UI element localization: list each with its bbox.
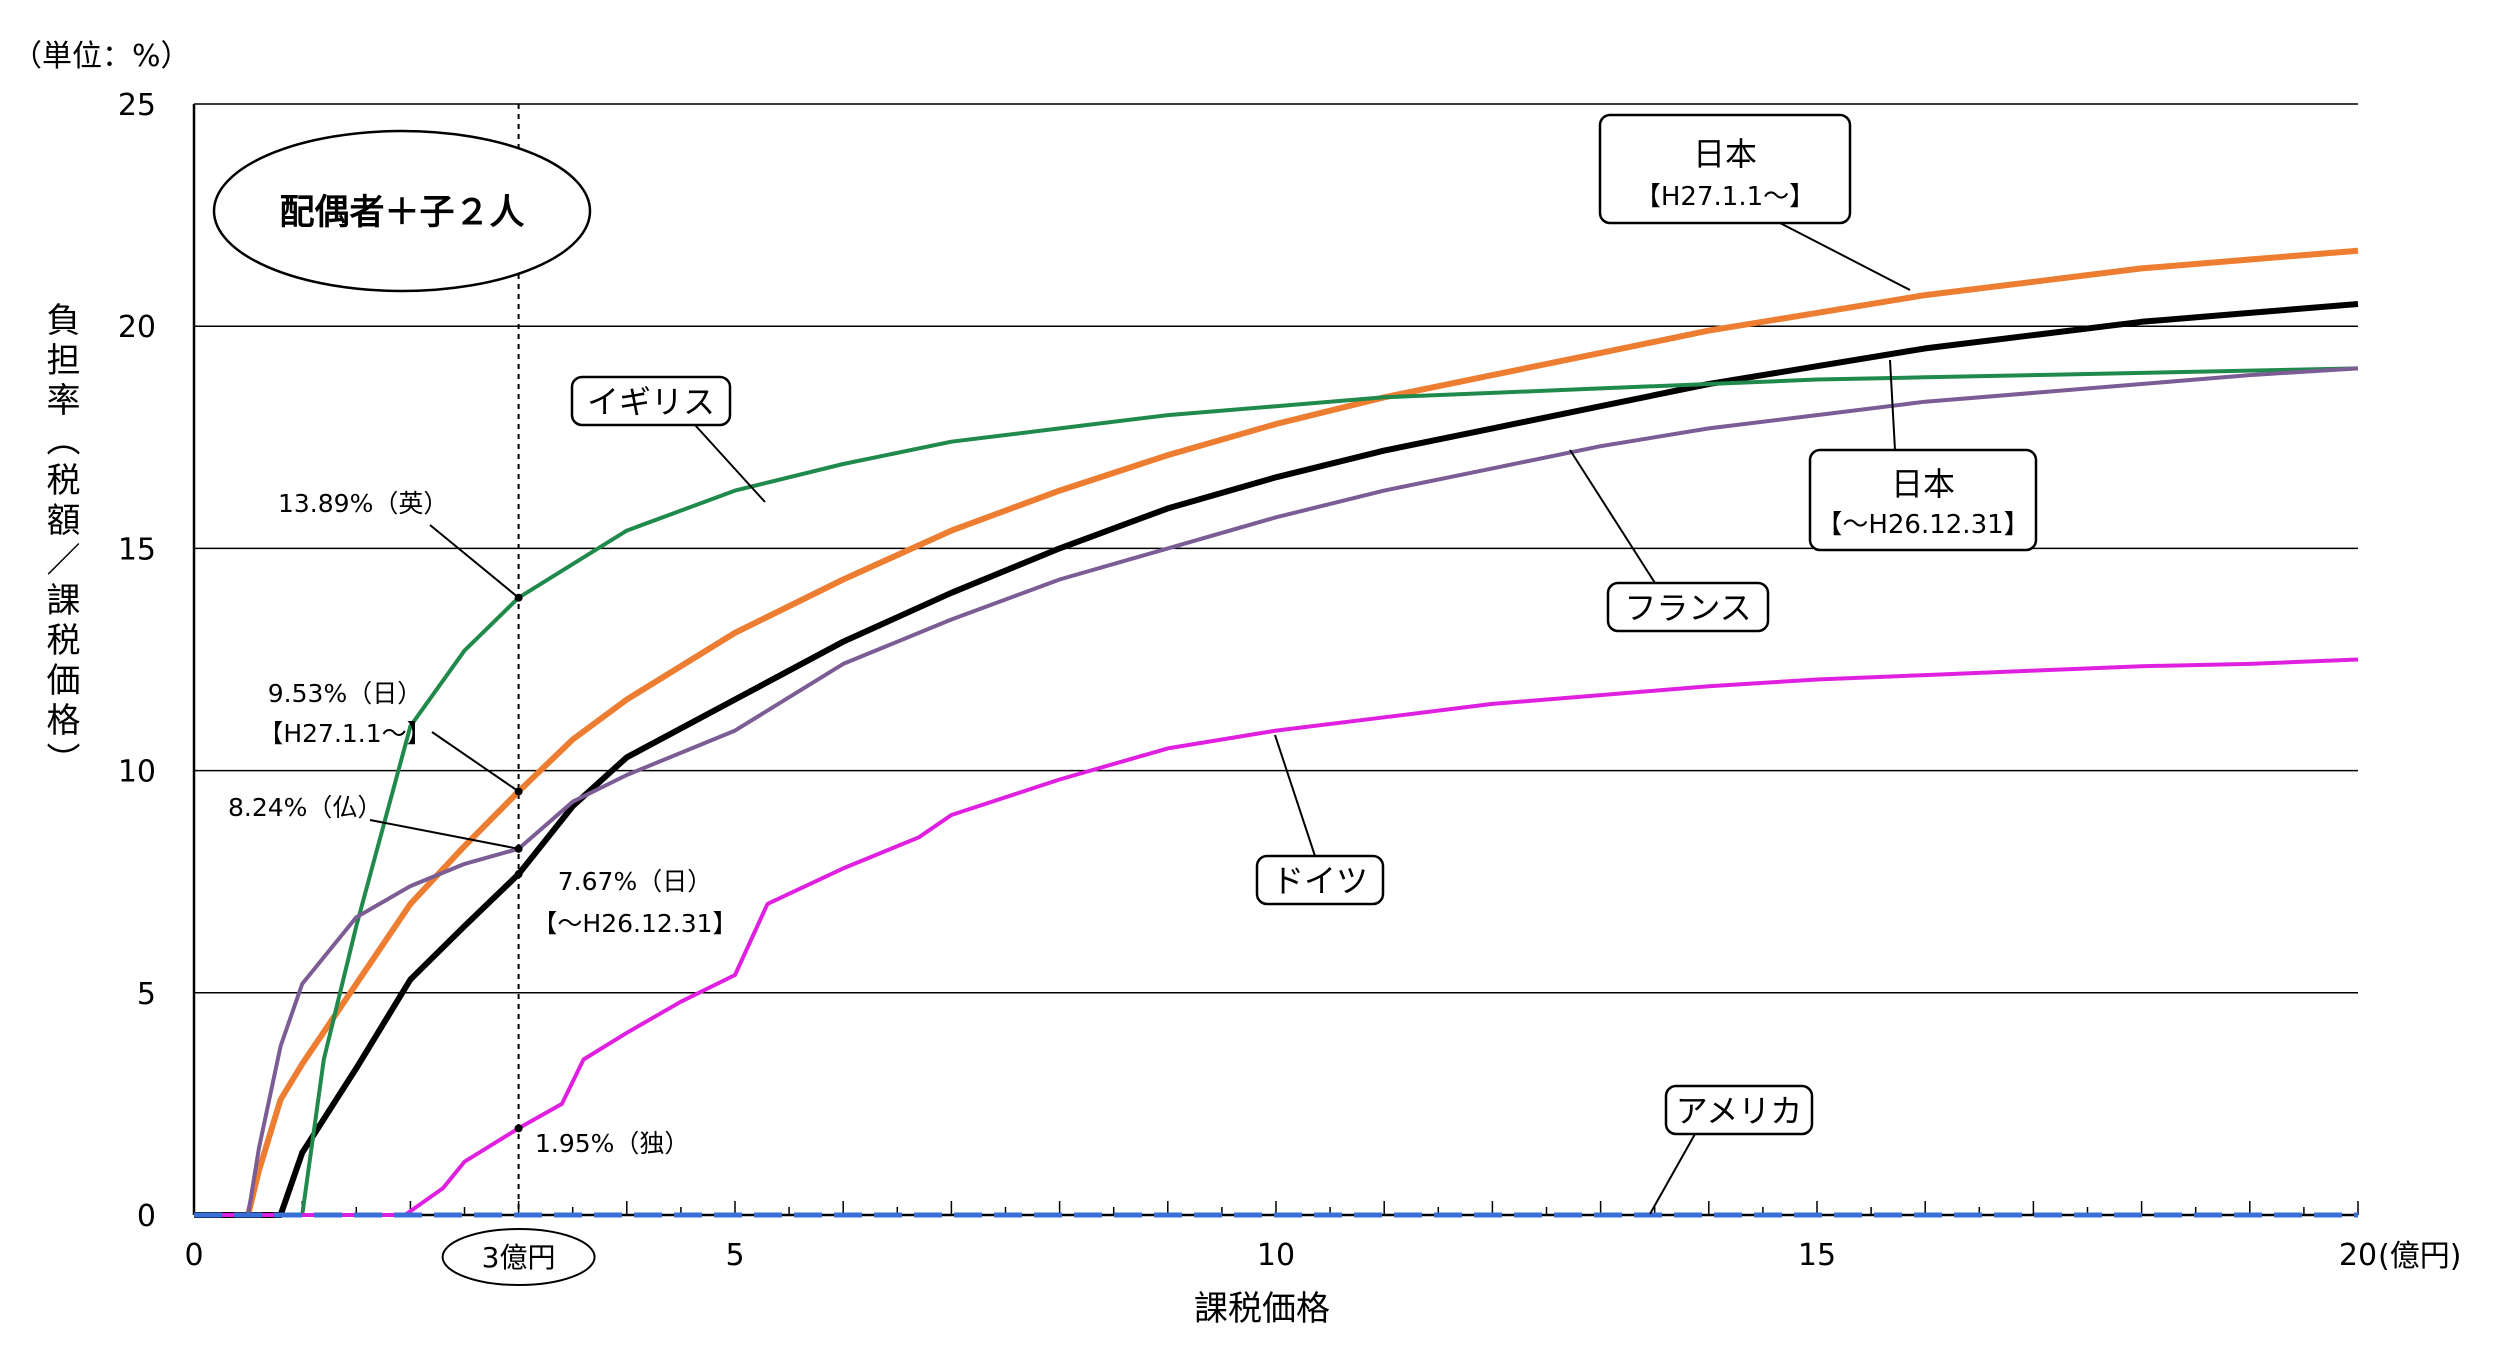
x-tick-label: 10 [1257,1238,1295,1273]
series-line-de [194,657,2359,1217]
leader-line-jp-new [1779,222,1911,291]
annotation-text: 1.95%（独） [535,1129,689,1158]
label-text: 【H27.1.1～】 [1635,182,1815,212]
leader-line-fr [1569,449,1656,584]
y-tick-label: 10 [118,755,156,790]
x-tick-label: 0 [184,1238,203,1273]
series-labels: 日本【H27.1.1～】日本【～H26.12.31】イギリスフランスドイツアメリ… [570,113,2038,1136]
y-tick-label: 5 [137,977,156,1012]
x-axis-label: 課税価格 [1194,1289,1330,1329]
annotation-fr: 8.24%（仏） [228,793,523,853]
series-label-uk: イギリス [570,375,732,427]
annotation-leader [369,819,519,850]
series-lines [194,247,2359,1218]
series-line-uk [194,366,2359,1217]
series-label-jp-old: 日本【～H26.12.31】 [1808,448,2038,552]
label-box [1808,448,2038,552]
leader-lines [694,222,1911,1215]
annotation-text: 9.53%（日） [268,679,422,708]
label-text: イギリス [587,383,715,421]
y-tick-label: 0 [137,1199,156,1234]
leader-line-jp-old [1889,359,1896,451]
label-text: 日本 [1891,465,1955,503]
marker-label: 3億円 [482,1241,556,1274]
annotation-text: 8.24%（仏） [228,793,382,822]
title-badge: 配偶者＋子２人 [212,129,592,293]
label-text: フランス [1624,589,1751,627]
series-label-us: アメリカ [1664,1084,1814,1136]
y-tick-label: 15 [118,532,156,567]
label-text: 日本 [1693,135,1757,173]
series-line-jp-new [194,247,2359,1218]
leader-line-us [1649,1133,1696,1215]
y-tick-label: 20 [118,310,156,345]
annotation-uk: 13.89%（英） [278,489,523,602]
label-box [1664,1084,1814,1136]
annotation-jp-old: 7.67%（日） 【～H26.12.31】 [514,867,738,938]
annotation-text: 【～H26.12.31】 [532,909,737,938]
annotation-leader [431,731,520,793]
y-tick-label: 25 [118,88,156,123]
annotation-de: 1.95%（独） [514,1124,689,1158]
series-label-fr: フランス [1606,581,1770,633]
annotation-jp-new: 9.53%（日） 【H27.1.1～】 [258,679,523,796]
x-tick-label: 15 [1798,1238,1836,1273]
unit-label: （単位：%） [12,39,191,74]
annotation-point [514,870,523,879]
chart-title: 配偶者＋子２人 [279,193,524,233]
label-text: 【～H26.12.31】 [1816,510,2029,540]
label-box [1606,581,1770,633]
y-axis-label: 負担率（税額／課税価格） [40,302,80,782]
annotation-text: 7.67%（日） [558,867,712,896]
value-annotations: 13.89%（英） 9.53%（日） 【H27.1.1～】 8.24%（仏） 7.67%… [228,489,738,1158]
leader-line-de [1274,734,1316,857]
label-text: アメリカ [1676,1092,1802,1130]
label-text: ドイツ [1272,862,1368,900]
axes: 0 5 10 15 20 25 0 5 10 15 20 [118,88,2377,1273]
annotation-leader [429,524,520,599]
series-line-jp-old [194,301,2359,1218]
annotation-point [514,1124,523,1133]
annotation-text: 13.89%（英） [278,489,448,518]
leader-line-uk [694,424,766,503]
label-box [1598,113,1852,225]
series-line-fr [194,366,2359,1217]
label-box [570,375,732,427]
x-tick-label: 5 [725,1238,744,1273]
annotation-text: 【H27.1.1～】 [258,719,431,748]
three-oku-marker: 3億円 [441,104,596,1286]
label-box [1255,854,1385,906]
marker-ellipse [441,1228,596,1286]
x-tick-label: 20 [2339,1238,2377,1273]
series-label-jp-new: 日本【H27.1.1～】 [1598,113,1852,225]
series-label-de: ドイツ [1255,854,1385,906]
x-axis-unit: (億円) [2378,1239,2461,1274]
